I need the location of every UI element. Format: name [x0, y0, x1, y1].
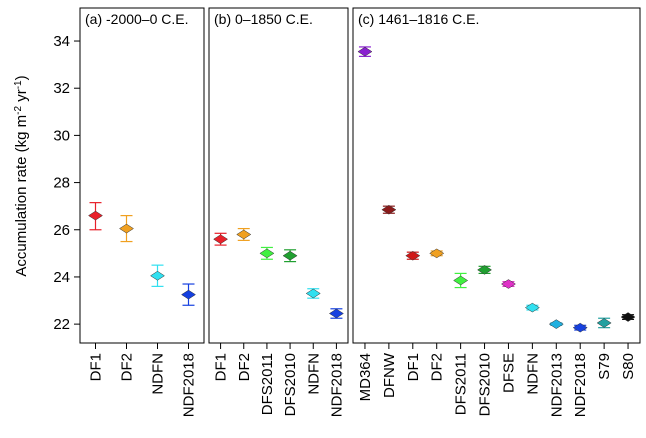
data-point [119, 223, 134, 234]
data-point [236, 229, 252, 240]
x-tick-label: DFS2011 [453, 353, 470, 415]
x-tick-label: MD364 [357, 353, 374, 401]
x-tick-label: NDF2018 [572, 353, 589, 417]
x-tick-label: NDF2013 [548, 353, 565, 417]
panel-frame [352, 7, 641, 344]
x-tick-label: DFS2010 [477, 353, 494, 416]
data-point [572, 322, 588, 333]
y-tick-label: 34 [53, 33, 70, 50]
data-point [524, 302, 540, 313]
panel-title: (b) 0–1850 C.E. [214, 11, 313, 27]
data-point [453, 275, 469, 286]
data-point [381, 204, 397, 215]
y-tick-label: 26 [53, 222, 70, 239]
data-point [548, 319, 564, 329]
data-point [620, 312, 636, 322]
x-tick-label: DF2 [119, 353, 136, 381]
data-point [500, 279, 516, 289]
data-point [181, 289, 196, 300]
data-point [357, 46, 373, 57]
panel-frame [208, 7, 349, 344]
panel-1: (a) -2000–0 C.E. 22 24 26 28 30 32 34 DF1 DF2 NDFN… [53, 7, 205, 417]
data-point [213, 234, 229, 244]
x-tick-label: DF2 [429, 353, 446, 381]
data-point [596, 318, 612, 328]
data-point [328, 308, 344, 319]
x-tick-label: S80 [620, 353, 637, 380]
data-point [88, 210, 103, 221]
x-tick-label: NDFN [524, 353, 541, 395]
data-point [405, 250, 421, 261]
x-tick-label: DF1 [405, 353, 422, 381]
y-axis-label: Accumulation rate (kg m-2 yr-1) [13, 75, 30, 276]
panel-title: (a) -2000–0 C.E. [85, 11, 189, 27]
x-tick-label: DFS2010 [282, 353, 299, 416]
x-tick-label: DFSE [500, 353, 517, 393]
panel-3: (c) 1461–1816 C.E. MD364 DFNW DF1 DF2 DFS2011… [352, 7, 641, 417]
data-point [259, 248, 275, 259]
data-point [305, 288, 321, 299]
data-point [477, 265, 493, 275]
x-tick-label: S79 [596, 353, 613, 380]
data-point [150, 270, 165, 281]
data-point [282, 250, 298, 261]
panel-2: (b) 0–1850 C.E. DF1 DF2 DFS2011 DFS2010 NDFN N… [208, 7, 349, 417]
y-tick-label: 22 [53, 316, 70, 333]
y-tick-label: 30 [53, 127, 70, 144]
x-tick-label: NDF2018 [328, 353, 345, 417]
x-tick-label: NDFN [305, 353, 322, 395]
x-tick-label: DFS2011 [259, 353, 276, 415]
x-tick-label: NDF2018 [181, 353, 198, 417]
y-tick-label: 28 [53, 175, 70, 192]
panel-frame [79, 7, 205, 344]
x-tick-label: DF1 [88, 353, 105, 381]
data-point [429, 248, 445, 259]
x-tick-label: NDFN [150, 353, 167, 395]
y-tick-label: 32 [53, 80, 70, 97]
x-tick-label: DF1 [213, 353, 230, 381]
y-tick-label: 24 [53, 269, 70, 286]
x-tick-label: DF2 [236, 353, 253, 381]
panel-title: (c) 1461–1816 C.E. [358, 11, 479, 27]
x-tick-label: DFNW [381, 352, 398, 398]
